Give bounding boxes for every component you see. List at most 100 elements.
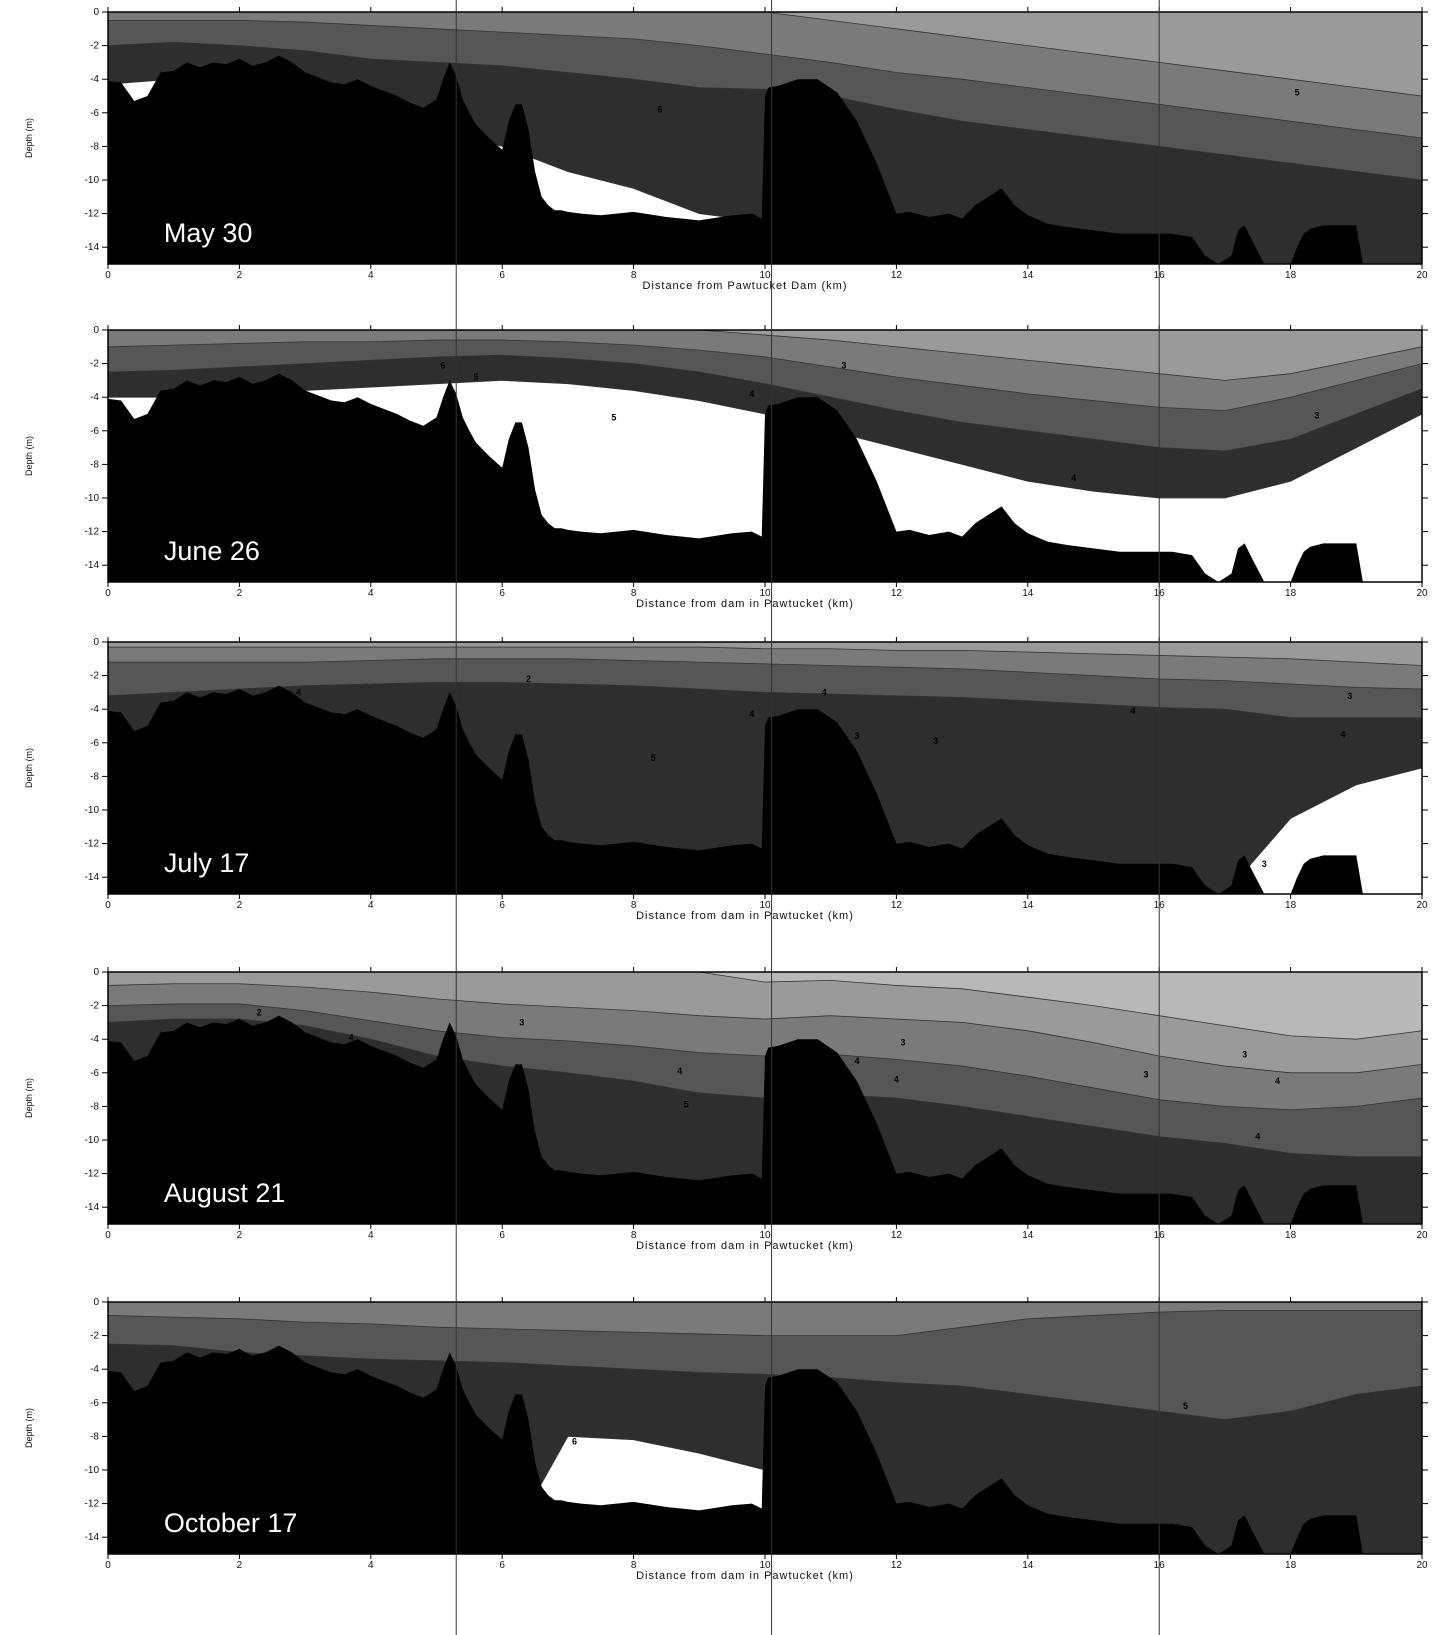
y-tick-label: -10 <box>85 493 100 504</box>
y-tick-label: -2 <box>90 41 99 52</box>
contour-band-level-4 <box>108 1302 1422 1336</box>
y-axis-label: Depth (m) <box>24 1408 34 1448</box>
x-tick-label: 6 <box>499 588 505 599</box>
panel-3: 4 2 5 4 4 3 3 4 3 3 4 July 17 0 -2 -4 -6 -8 -10 -12 -14 0 2 4 6… <box>24 637 1428 922</box>
contour-label: 3 <box>900 1038 905 1048</box>
x-tick-label: 20 <box>1416 270 1428 281</box>
y-tick-label: -8 <box>90 1431 99 1442</box>
contour-label: 4 <box>822 687 827 697</box>
y-tick-label: -4 <box>90 74 99 85</box>
y-tick-label: -14 <box>85 1202 100 1213</box>
y-tick-label: -4 <box>90 704 99 715</box>
y-tick-label: -2 <box>90 1001 99 1012</box>
x-tick-label: 4 <box>368 588 374 599</box>
contour-label: 4 <box>349 1033 354 1043</box>
y-tick-label: -4 <box>90 1364 99 1375</box>
x-tick-label: 14 <box>1022 900 1034 911</box>
x-tick-label: 10 <box>759 270 771 281</box>
contour-label: 3 <box>933 736 938 746</box>
x-tick-label: 10 <box>759 900 771 911</box>
x-tick-label: 4 <box>368 1560 374 1571</box>
plot-area: 65 <box>108 12 1422 264</box>
x-tick-label: 20 <box>1416 588 1428 599</box>
y-tick-label: -10 <box>85 1465 100 1476</box>
x-tick-label: 8 <box>631 1230 637 1241</box>
plot-area: 4 2 5 4 4 3 3 4 3 3 4 <box>108 642 1422 894</box>
y-tick-label: -12 <box>85 1499 100 1510</box>
panel-2: 6 5 5 4 3 3 4 June 26 0 -2 -4 -6 -8 -10 -12 -14 0 2 4 6 8 10 1… <box>24 325 1428 610</box>
x-axis-label: Distance from dam in Pawtucket (km) <box>636 910 854 922</box>
y-tick-label: -12 <box>85 1169 100 1180</box>
y-tick-label: -6 <box>90 1398 99 1409</box>
y-axis-label: Depth (m) <box>24 436 34 476</box>
x-tick-label: 2 <box>237 1230 243 1241</box>
x-tick-label: 6 <box>499 1560 505 1571</box>
y-tick-label: -14 <box>85 560 100 571</box>
x-tick-label: 0 <box>105 1230 111 1241</box>
x-axis-label: Distance from dam in Pawtucket (km) <box>636 598 854 610</box>
y-axis-label: Depth (m) <box>24 748 34 788</box>
x-tick-label: 2 <box>237 270 243 281</box>
x-tick-label: 14 <box>1022 1230 1034 1241</box>
x-tick-label: 12 <box>891 1560 903 1571</box>
y-tick-label: -12 <box>85 839 100 850</box>
x-tick-label: 6 <box>499 270 505 281</box>
y-axis-label: Depth (m) <box>24 118 34 158</box>
river-bottom-bathymetry <box>108 373 1422 582</box>
contour-label: 2 <box>257 1007 262 1017</box>
y-tick-label: -8 <box>90 1101 99 1112</box>
y-tick-label: -14 <box>85 872 100 883</box>
y-tick-label: 0 <box>93 637 99 648</box>
x-tick-label: 12 <box>891 900 903 911</box>
x-tick-label: 6 <box>499 900 505 911</box>
x-tick-label: 18 <box>1285 270 1297 281</box>
contour-label: 5 <box>651 753 656 763</box>
river-bottom-bathymetry <box>108 685 1422 894</box>
y-tick-label: 0 <box>93 967 99 978</box>
y-tick-label: 0 <box>93 7 99 18</box>
contour-label: 5 <box>467 1076 472 1086</box>
y-tick-label: 0 <box>93 325 99 336</box>
panel-date-label: May 30 <box>164 218 253 248</box>
plot-area: 6 5 5 4 3 3 4 <box>108 330 1422 582</box>
y-tick-label: -6 <box>90 738 99 749</box>
contour-label: 5 <box>1183 1401 1188 1411</box>
y-tick-label: -10 <box>85 1135 100 1146</box>
y-tick-label: -8 <box>90 459 99 470</box>
contour-label: 5 <box>611 412 616 422</box>
contour-label: 5 <box>684 1100 689 1110</box>
y-tick-label: -2 <box>90 671 99 682</box>
x-tick-label: 8 <box>631 270 637 281</box>
contour-band-level-3 <box>108 12 1422 97</box>
x-tick-label: 8 <box>631 1560 637 1571</box>
contour-label: 3 <box>1144 1069 1149 1079</box>
x-tick-label: 4 <box>368 1230 374 1241</box>
contour-label: 3 <box>854 731 859 741</box>
contour-band-level-2 <box>108 972 1422 1040</box>
x-tick-label: 20 <box>1416 1560 1428 1571</box>
x-tick-label: 12 <box>891 1230 903 1241</box>
y-tick-label: -6 <box>90 1068 99 1079</box>
y-tick-label: -8 <box>90 771 99 782</box>
contour-label: 3 <box>1242 1049 1247 1059</box>
y-tick-label: -4 <box>90 392 99 403</box>
x-tick-label: 2 <box>237 588 243 599</box>
y-tick-label: -8 <box>90 141 99 152</box>
y-tick-label: -12 <box>85 209 100 220</box>
x-tick-label: 20 <box>1416 900 1428 911</box>
contour-label: 6 <box>441 360 446 370</box>
y-tick-label: 0 <box>93 1297 99 1308</box>
panel-4: 2 4 5 3 4 5 4 4 3 3 3 4 4 August 21 0 -2 -4 -6 -8 -10 -12 -14… <box>24 967 1428 1252</box>
contour-label: 4 <box>1341 729 1346 739</box>
plot-area: 2 4 5 3 4 5 4 4 3 3 3 4 4 <box>108 972 1422 1224</box>
contour-label: 4 <box>1255 1132 1260 1142</box>
river-bottom-bathymetry <box>108 1345 1422 1554</box>
y-tick-label: -14 <box>85 1532 100 1543</box>
x-tick-label: 8 <box>631 588 637 599</box>
contour-label: 4 <box>749 709 754 719</box>
x-tick-label: 4 <box>368 270 374 281</box>
x-tick-label: 14 <box>1022 588 1034 599</box>
